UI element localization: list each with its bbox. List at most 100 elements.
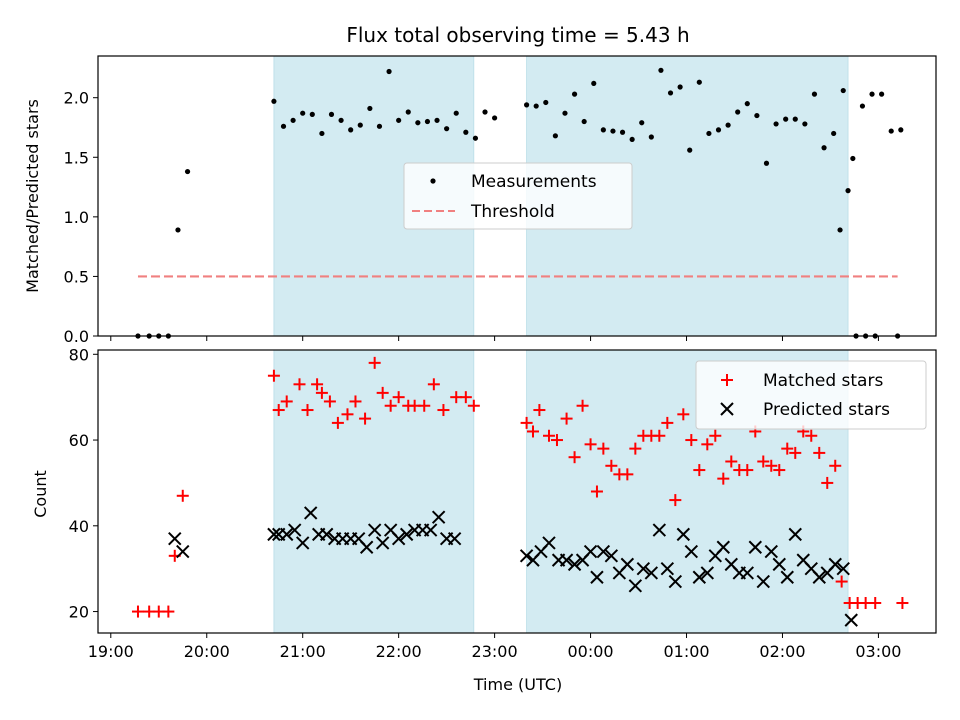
measurement-point [619,129,626,135]
bottom-legend: Matched stars Predicted stars [695,360,927,430]
measurement-point [773,121,779,127]
x-tick-label: 23:00 [472,642,518,661]
top-panel: 0.00.51.01.52.0 Matched/Predicted stars … [23,55,937,346]
predicted-star-point [559,553,574,567]
measurement-point [472,135,479,141]
legend-matched-label: Matched stars [763,371,883,391]
matched-star-point [725,455,738,468]
measurement-point [600,127,606,133]
predicted-star-point [596,544,611,559]
measurement-point [348,127,354,133]
predicted-star-point [567,557,582,572]
bottom-y-axis-label: Count [31,470,50,518]
measurement-point [802,121,808,127]
matched-star-point [331,416,344,429]
matched-star-point [542,429,555,442]
measurement-point [840,87,846,94]
predicted-star-point [399,527,414,542]
predicted-star-point [828,557,842,572]
matched-star-point [467,399,480,412]
measurement-point [367,105,373,112]
matched-star-point [301,404,314,417]
y-tick-label: 2.0 [64,89,89,108]
measurement-point [845,188,851,194]
legend-predicted-marker [720,402,734,416]
matched-star-point [384,399,397,412]
predicted-star-point [716,540,731,554]
measurement-point [434,117,440,123]
matched-star-point [323,395,336,408]
measurement-point [523,102,530,108]
predicted-star-point [644,566,659,580]
top-y-axis-label: Matched/Predicted stars [23,99,42,293]
top-legend-box [403,162,633,230]
y-tick-label: 80 [69,345,89,364]
matched-star-point [349,395,362,408]
x-tick-label: 22:00 [376,642,422,661]
matched-star-point [293,378,306,391]
matched-star-point [805,429,818,442]
measurement-point [783,116,789,122]
predicted-star-point [676,527,691,542]
matched-star-point [896,596,909,609]
x-tick-label: 03:00 [855,642,901,661]
matched-star-point [829,459,842,472]
matched-star-point [576,399,589,412]
x-tick-label: 21:00 [280,642,326,661]
matched-star-point [597,442,610,455]
measurement-point [792,116,798,122]
matched-star-point [550,434,563,447]
measurement-point [533,103,539,109]
measurement-point [859,103,866,109]
measurement-point [405,109,411,115]
matched-star-point [757,455,770,468]
legend-measurements-marker [430,178,436,184]
measurement-point [444,126,450,132]
measurement-point [184,168,191,175]
bottom-panel: 20 40 60 80 19:00 20:00 21:00 22:00 23:00 00:00 0… [31,345,937,694]
measurement-point [492,115,498,121]
predicted-star-point [788,527,802,542]
matched-star-point [272,404,285,417]
measurement-point [629,136,635,143]
matched-star-point [709,429,722,442]
predicted-star-point [780,570,794,584]
matched-star-point [520,416,533,429]
matched-star-point [280,395,293,408]
matched-star-point [526,425,539,438]
matched-star-point [813,446,826,459]
y-tick-label: 1.5 [64,148,89,167]
measurement-point [357,122,363,128]
predicted-star-point [620,557,635,572]
predicted-star-point [748,540,762,554]
measurement-point [677,84,683,90]
legend-matched-marker [721,374,733,386]
matched-star-point [765,459,778,472]
measurement-point [725,122,731,128]
matched-star-point [162,605,175,618]
measurement-point [424,118,431,125]
bottom-legend-box [695,360,927,430]
matched-star-point [376,386,389,399]
measurement-point [271,98,277,104]
predicted-star-point [684,544,699,559]
predicted-star-point [660,561,675,576]
measurement-point [562,110,568,116]
y-tick-label: 60 [69,431,89,450]
measurement-point [706,130,712,137]
measurement-point [811,91,818,97]
measurement-point [453,110,459,116]
y-tick-label: 1.0 [64,208,89,227]
matched-star-point [533,404,546,417]
measurement-point [463,129,469,135]
top-legend: Measurements Threshold [403,162,633,230]
x-tick-label: 20:00 [184,642,230,661]
matched-star-point [437,404,450,417]
x-tick-label: 02:00 [759,642,805,661]
predicted-star-point [700,566,715,580]
measurement-point [687,147,693,153]
measurement-point [552,133,558,139]
x-tick-label: 19:00 [88,642,134,661]
predicted-star-point [583,544,598,559]
